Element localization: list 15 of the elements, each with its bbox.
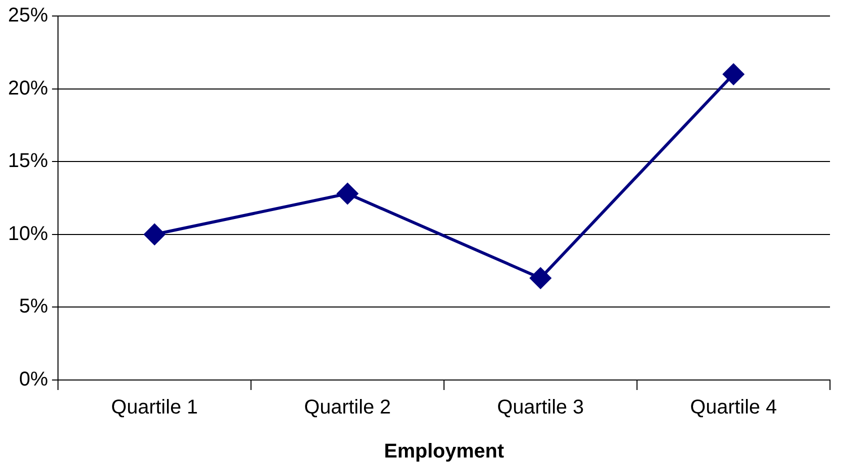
point (530, 268, 552, 289)
x-tick-label: Quartile 4 (690, 396, 777, 419)
y-tick-label: 25% (8, 4, 48, 27)
y-tick-label: 5% (19, 296, 48, 318)
point (723, 64, 744, 85)
point (337, 183, 358, 204)
point (144, 224, 166, 245)
y-tick-label: 20% (8, 77, 48, 100)
y-tick-label: 10% (8, 222, 48, 245)
x-tick-label: Quartile 3 (497, 396, 584, 419)
x-tick-label: Quartile 2 (304, 396, 391, 419)
x-axis-title: Employment (384, 440, 504, 463)
x-tick-label: Quartile 1 (111, 396, 198, 419)
y-tick-label: 15% (8, 150, 48, 172)
y-tick-label: 0% (19, 368, 48, 391)
